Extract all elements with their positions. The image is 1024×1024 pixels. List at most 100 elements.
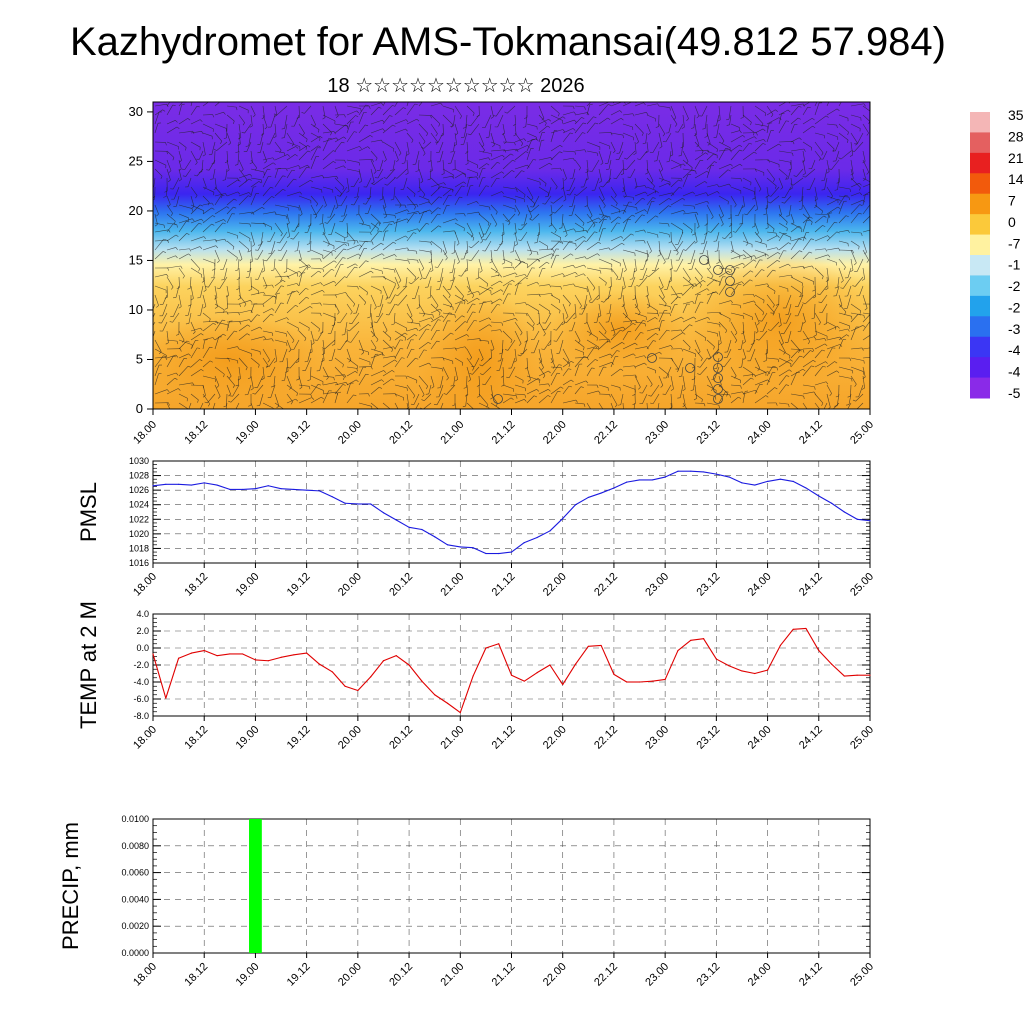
wind-barb xyxy=(514,138,525,143)
colorbar-label: -4 xyxy=(1008,342,1021,358)
wind-barb-flag xyxy=(465,394,468,397)
wind-barb-flag xyxy=(421,268,424,271)
wind-barb-flag xyxy=(740,117,744,119)
wind-barb-flag xyxy=(498,273,500,277)
x-tick-label: 25.00 xyxy=(848,419,876,447)
wind-barb-flag xyxy=(812,348,815,352)
wind-barb xyxy=(514,151,526,161)
wind-barb-flag xyxy=(271,196,275,198)
wind-barb-flag xyxy=(858,246,860,250)
wind-barb xyxy=(766,222,775,230)
wind-barb-flag xyxy=(220,141,223,144)
wind-barb-flag xyxy=(318,129,320,133)
wind-barb-flag xyxy=(767,283,770,287)
wind-barb-flag xyxy=(468,259,472,261)
wind-barb-flag xyxy=(547,344,551,346)
wind-barb-flag xyxy=(790,274,793,278)
wind-barb-flag xyxy=(790,162,792,166)
wind-barb xyxy=(282,348,288,362)
wind-barb xyxy=(838,339,844,350)
wind-barb xyxy=(583,294,588,309)
wind-barb xyxy=(250,336,265,341)
wind-barb xyxy=(545,312,552,324)
wind-barb-flag xyxy=(421,394,425,398)
wind-barb-flag xyxy=(223,219,226,222)
wind-barb xyxy=(646,402,648,409)
wind-barb xyxy=(706,204,714,217)
wind-barb-flag xyxy=(411,139,414,143)
wind-barb xyxy=(761,312,768,322)
wind-barb xyxy=(382,105,393,116)
wind-barb xyxy=(481,357,492,367)
data-point xyxy=(459,712,461,714)
wind-barb-flag xyxy=(834,221,838,224)
wind-barb xyxy=(382,124,393,134)
wind-barb xyxy=(526,195,536,204)
wind-barb xyxy=(310,156,317,170)
wind-barb-flag xyxy=(775,402,778,406)
wind-barb-flag xyxy=(738,366,742,368)
wind-barb xyxy=(250,222,265,225)
wind-barb xyxy=(418,349,425,359)
wind-barb xyxy=(250,231,255,245)
wind-barb xyxy=(622,219,629,233)
wind-barb-flag xyxy=(798,350,801,353)
wind-barb xyxy=(202,312,211,320)
wind-barb-flag xyxy=(874,332,876,334)
wind-barb xyxy=(166,159,172,171)
wind-barb-flag xyxy=(467,124,471,127)
wind-barb xyxy=(766,105,774,115)
wind-barb-flag xyxy=(830,195,833,199)
wind-barb xyxy=(538,348,543,362)
wind-barb xyxy=(260,141,264,153)
wind-barb-flag xyxy=(381,139,384,143)
wind-barb xyxy=(622,342,636,350)
x-tick-label: 18.12 xyxy=(182,961,210,989)
data-point xyxy=(702,638,705,640)
wind-barb xyxy=(670,402,672,409)
wind-barb xyxy=(178,233,187,242)
wind-barb-flag xyxy=(645,416,648,417)
wind-barb xyxy=(154,204,159,215)
wind-barb xyxy=(166,150,175,158)
wind-barb-flag xyxy=(391,323,395,326)
x-tick-label: 24.00 xyxy=(746,724,774,752)
wind-barb xyxy=(717,240,720,251)
wind-barb-flag xyxy=(568,385,572,388)
wind-barb xyxy=(658,132,663,147)
wind-barb-flag xyxy=(730,300,733,304)
wind-barb xyxy=(754,222,759,234)
x-tick-label: 21.00 xyxy=(438,961,466,989)
wind-barb xyxy=(190,340,196,350)
x-tick-label: 21.12 xyxy=(490,724,518,752)
wind-barb xyxy=(682,339,691,348)
wind-barb xyxy=(454,299,466,305)
wind-barb xyxy=(370,128,383,134)
wind-barb-flag xyxy=(542,329,546,331)
wind-barb xyxy=(330,321,336,334)
wind-barb-flag xyxy=(728,183,732,187)
wind-barb-flag xyxy=(575,243,577,247)
wind-barb xyxy=(646,240,652,252)
wind-barb-flag xyxy=(621,242,625,246)
data-point xyxy=(498,643,500,645)
wind-barb-flag xyxy=(281,128,285,130)
wind-barb xyxy=(658,285,665,298)
wind-barb-flag xyxy=(223,374,225,378)
wind-barb xyxy=(153,303,156,310)
wind-barb xyxy=(166,356,174,368)
wind-barb-flag xyxy=(236,288,240,290)
wind-barb-flag xyxy=(632,323,636,326)
wind-barb xyxy=(790,402,799,409)
wind-barb xyxy=(166,102,171,107)
data-point xyxy=(741,670,743,672)
series-segment xyxy=(344,685,359,692)
wind-barb xyxy=(538,222,541,235)
wind-barb xyxy=(166,377,175,386)
series-segment xyxy=(460,546,474,549)
wind-barb-flag xyxy=(637,158,641,160)
wind-barb-flag xyxy=(669,107,671,111)
wind-barb-flag xyxy=(252,211,255,215)
wind-barb xyxy=(382,213,395,216)
wind-barb-flag xyxy=(776,247,779,251)
